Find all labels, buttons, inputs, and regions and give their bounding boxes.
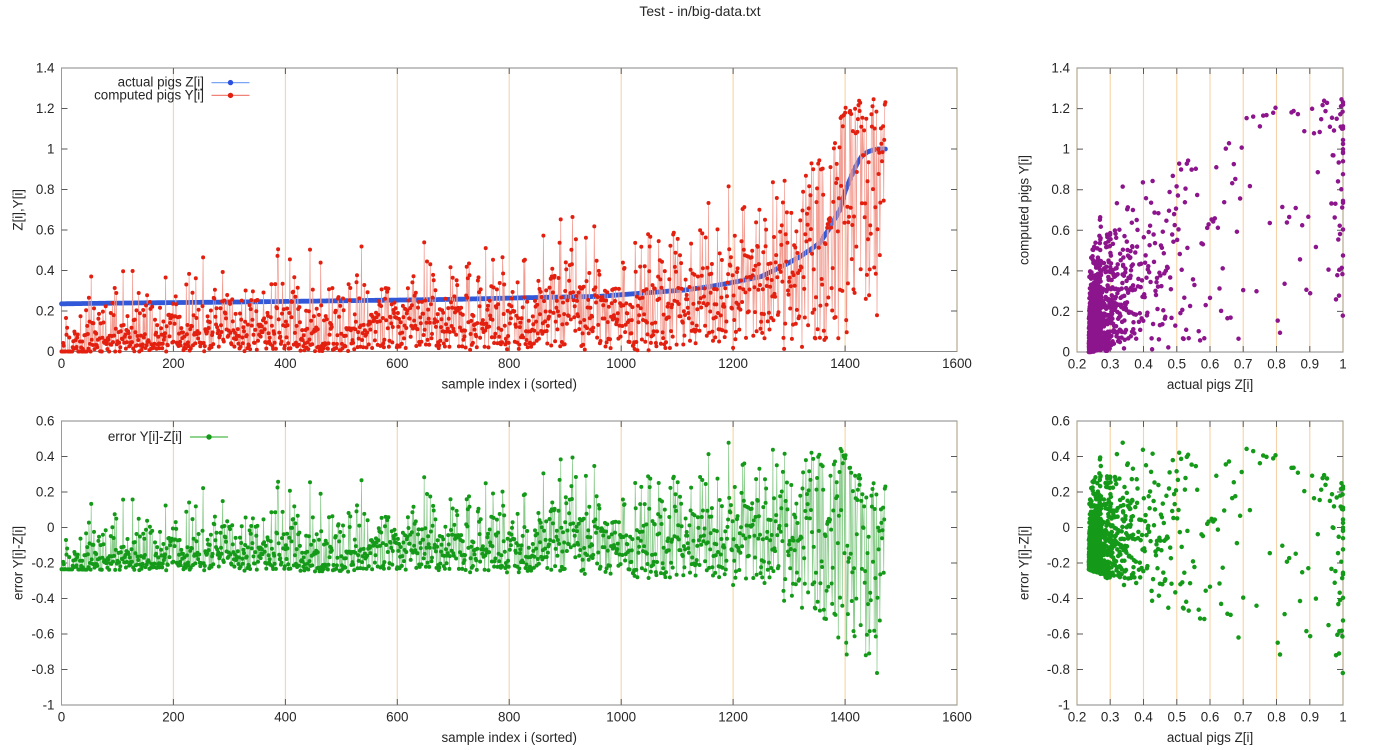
svg-text:0.2: 0.2 bbox=[1051, 304, 1070, 319]
svg-text:0.6: 0.6 bbox=[1201, 357, 1220, 372]
svg-text:0.6: 0.6 bbox=[36, 414, 55, 429]
svg-text:0.5: 0.5 bbox=[1167, 710, 1186, 725]
svg-text:0.2: 0.2 bbox=[1068, 710, 1087, 725]
svg-text:0.8: 0.8 bbox=[36, 182, 55, 197]
svg-text:0: 0 bbox=[47, 344, 54, 359]
svg-text:0.8: 0.8 bbox=[1051, 182, 1070, 197]
svg-text:0.3: 0.3 bbox=[1101, 357, 1120, 372]
svg-text:error Y[i]-Z[i]: error Y[i]-Z[i] bbox=[1017, 526, 1032, 600]
svg-text:1000: 1000 bbox=[606, 710, 636, 725]
svg-text:-0.8: -0.8 bbox=[1047, 662, 1070, 677]
svg-text:actual pigs Z[i]: actual pigs Z[i] bbox=[118, 75, 204, 90]
svg-text:0.8: 0.8 bbox=[1267, 710, 1286, 725]
svg-text:0.6: 0.6 bbox=[1051, 414, 1070, 429]
svg-text:600: 600 bbox=[386, 710, 408, 725]
svg-text:0.3: 0.3 bbox=[1101, 710, 1120, 725]
svg-text:1200: 1200 bbox=[718, 356, 748, 371]
svg-text:-0.8: -0.8 bbox=[31, 662, 54, 677]
svg-text:0: 0 bbox=[58, 356, 65, 371]
svg-text:0: 0 bbox=[1063, 520, 1070, 535]
svg-text:1.2: 1.2 bbox=[1051, 101, 1070, 116]
svg-text:0.4: 0.4 bbox=[1134, 357, 1153, 372]
svg-text:1600: 1600 bbox=[942, 356, 972, 371]
svg-text:1: 1 bbox=[1063, 142, 1070, 157]
svg-text:0.4: 0.4 bbox=[1051, 449, 1070, 464]
svg-text:Z[i],Y[i]: Z[i],Y[i] bbox=[11, 189, 26, 231]
svg-text:-0.6: -0.6 bbox=[31, 627, 54, 642]
svg-text:1: 1 bbox=[47, 142, 54, 157]
svg-text:1.4: 1.4 bbox=[1051, 61, 1070, 76]
svg-text:actual pigs Z[i]: actual pigs Z[i] bbox=[1167, 377, 1253, 392]
svg-text:600: 600 bbox=[386, 356, 408, 371]
svg-text:1600: 1600 bbox=[942, 710, 972, 725]
svg-text:-1: -1 bbox=[1058, 698, 1070, 713]
svg-text:0.4: 0.4 bbox=[36, 449, 55, 464]
svg-text:-0.6: -0.6 bbox=[1047, 627, 1070, 642]
svg-text:sample index i (sorted): sample index i (sorted) bbox=[441, 730, 576, 745]
svg-text:0: 0 bbox=[58, 710, 65, 725]
svg-text:sample index i (sorted): sample index i (sorted) bbox=[441, 377, 576, 392]
svg-text:0.6: 0.6 bbox=[1201, 710, 1220, 725]
svg-text:1000: 1000 bbox=[606, 356, 636, 371]
svg-text:-0.4: -0.4 bbox=[31, 591, 55, 606]
svg-text:0: 0 bbox=[1063, 345, 1070, 360]
svg-text:1.2: 1.2 bbox=[36, 101, 55, 116]
svg-text:800: 800 bbox=[498, 356, 520, 371]
svg-text:0.6: 0.6 bbox=[1051, 223, 1070, 238]
svg-text:0.7: 0.7 bbox=[1234, 357, 1253, 372]
svg-text:0.2: 0.2 bbox=[1051, 485, 1070, 500]
svg-text:1.4: 1.4 bbox=[36, 61, 55, 76]
svg-text:0.4: 0.4 bbox=[1051, 263, 1070, 278]
svg-text:0.4: 0.4 bbox=[1134, 710, 1153, 725]
svg-text:400: 400 bbox=[274, 356, 296, 371]
svg-text:0.5: 0.5 bbox=[1167, 357, 1186, 372]
svg-text:200: 200 bbox=[162, 356, 184, 371]
svg-text:-0.2: -0.2 bbox=[31, 556, 54, 571]
svg-text:-0.4: -0.4 bbox=[1047, 591, 1071, 606]
svg-text:-0.2: -0.2 bbox=[1047, 556, 1070, 571]
svg-text:actual pigs Z[i]: actual pigs Z[i] bbox=[1167, 730, 1253, 745]
svg-text:0.2: 0.2 bbox=[36, 304, 55, 319]
svg-text:computed pigs Y[i]: computed pigs Y[i] bbox=[1017, 155, 1032, 265]
svg-text:0.8: 0.8 bbox=[1267, 357, 1286, 372]
svg-text:0.2: 0.2 bbox=[36, 485, 55, 500]
svg-text:0.9: 0.9 bbox=[1300, 710, 1319, 725]
svg-text:400: 400 bbox=[274, 710, 296, 725]
svg-text:1400: 1400 bbox=[830, 710, 860, 725]
svg-text:1400: 1400 bbox=[830, 356, 860, 371]
svg-text:0.6: 0.6 bbox=[36, 223, 55, 238]
svg-text:0: 0 bbox=[47, 520, 54, 535]
svg-text:-1: -1 bbox=[43, 698, 55, 713]
svg-text:1: 1 bbox=[1339, 357, 1346, 372]
svg-text:0.4: 0.4 bbox=[36, 263, 55, 278]
svg-text:200: 200 bbox=[162, 710, 184, 725]
svg-text:error Y[i]-Z[i]: error Y[i]-Z[i] bbox=[11, 526, 26, 600]
svg-text:0.7: 0.7 bbox=[1234, 710, 1253, 725]
svg-text:800: 800 bbox=[498, 710, 520, 725]
svg-text:1: 1 bbox=[1339, 710, 1346, 725]
svg-text:Test - in/big-data.txt: Test - in/big-data.txt bbox=[639, 3, 760, 19]
svg-text:1200: 1200 bbox=[718, 710, 748, 725]
svg-text:computed pigs Y[i]: computed pigs Y[i] bbox=[94, 87, 204, 102]
svg-text:0.2: 0.2 bbox=[1068, 357, 1087, 372]
svg-text:0.9: 0.9 bbox=[1300, 357, 1319, 372]
svg-text:error Y[i]-Z[i]: error Y[i]-Z[i] bbox=[108, 429, 182, 444]
